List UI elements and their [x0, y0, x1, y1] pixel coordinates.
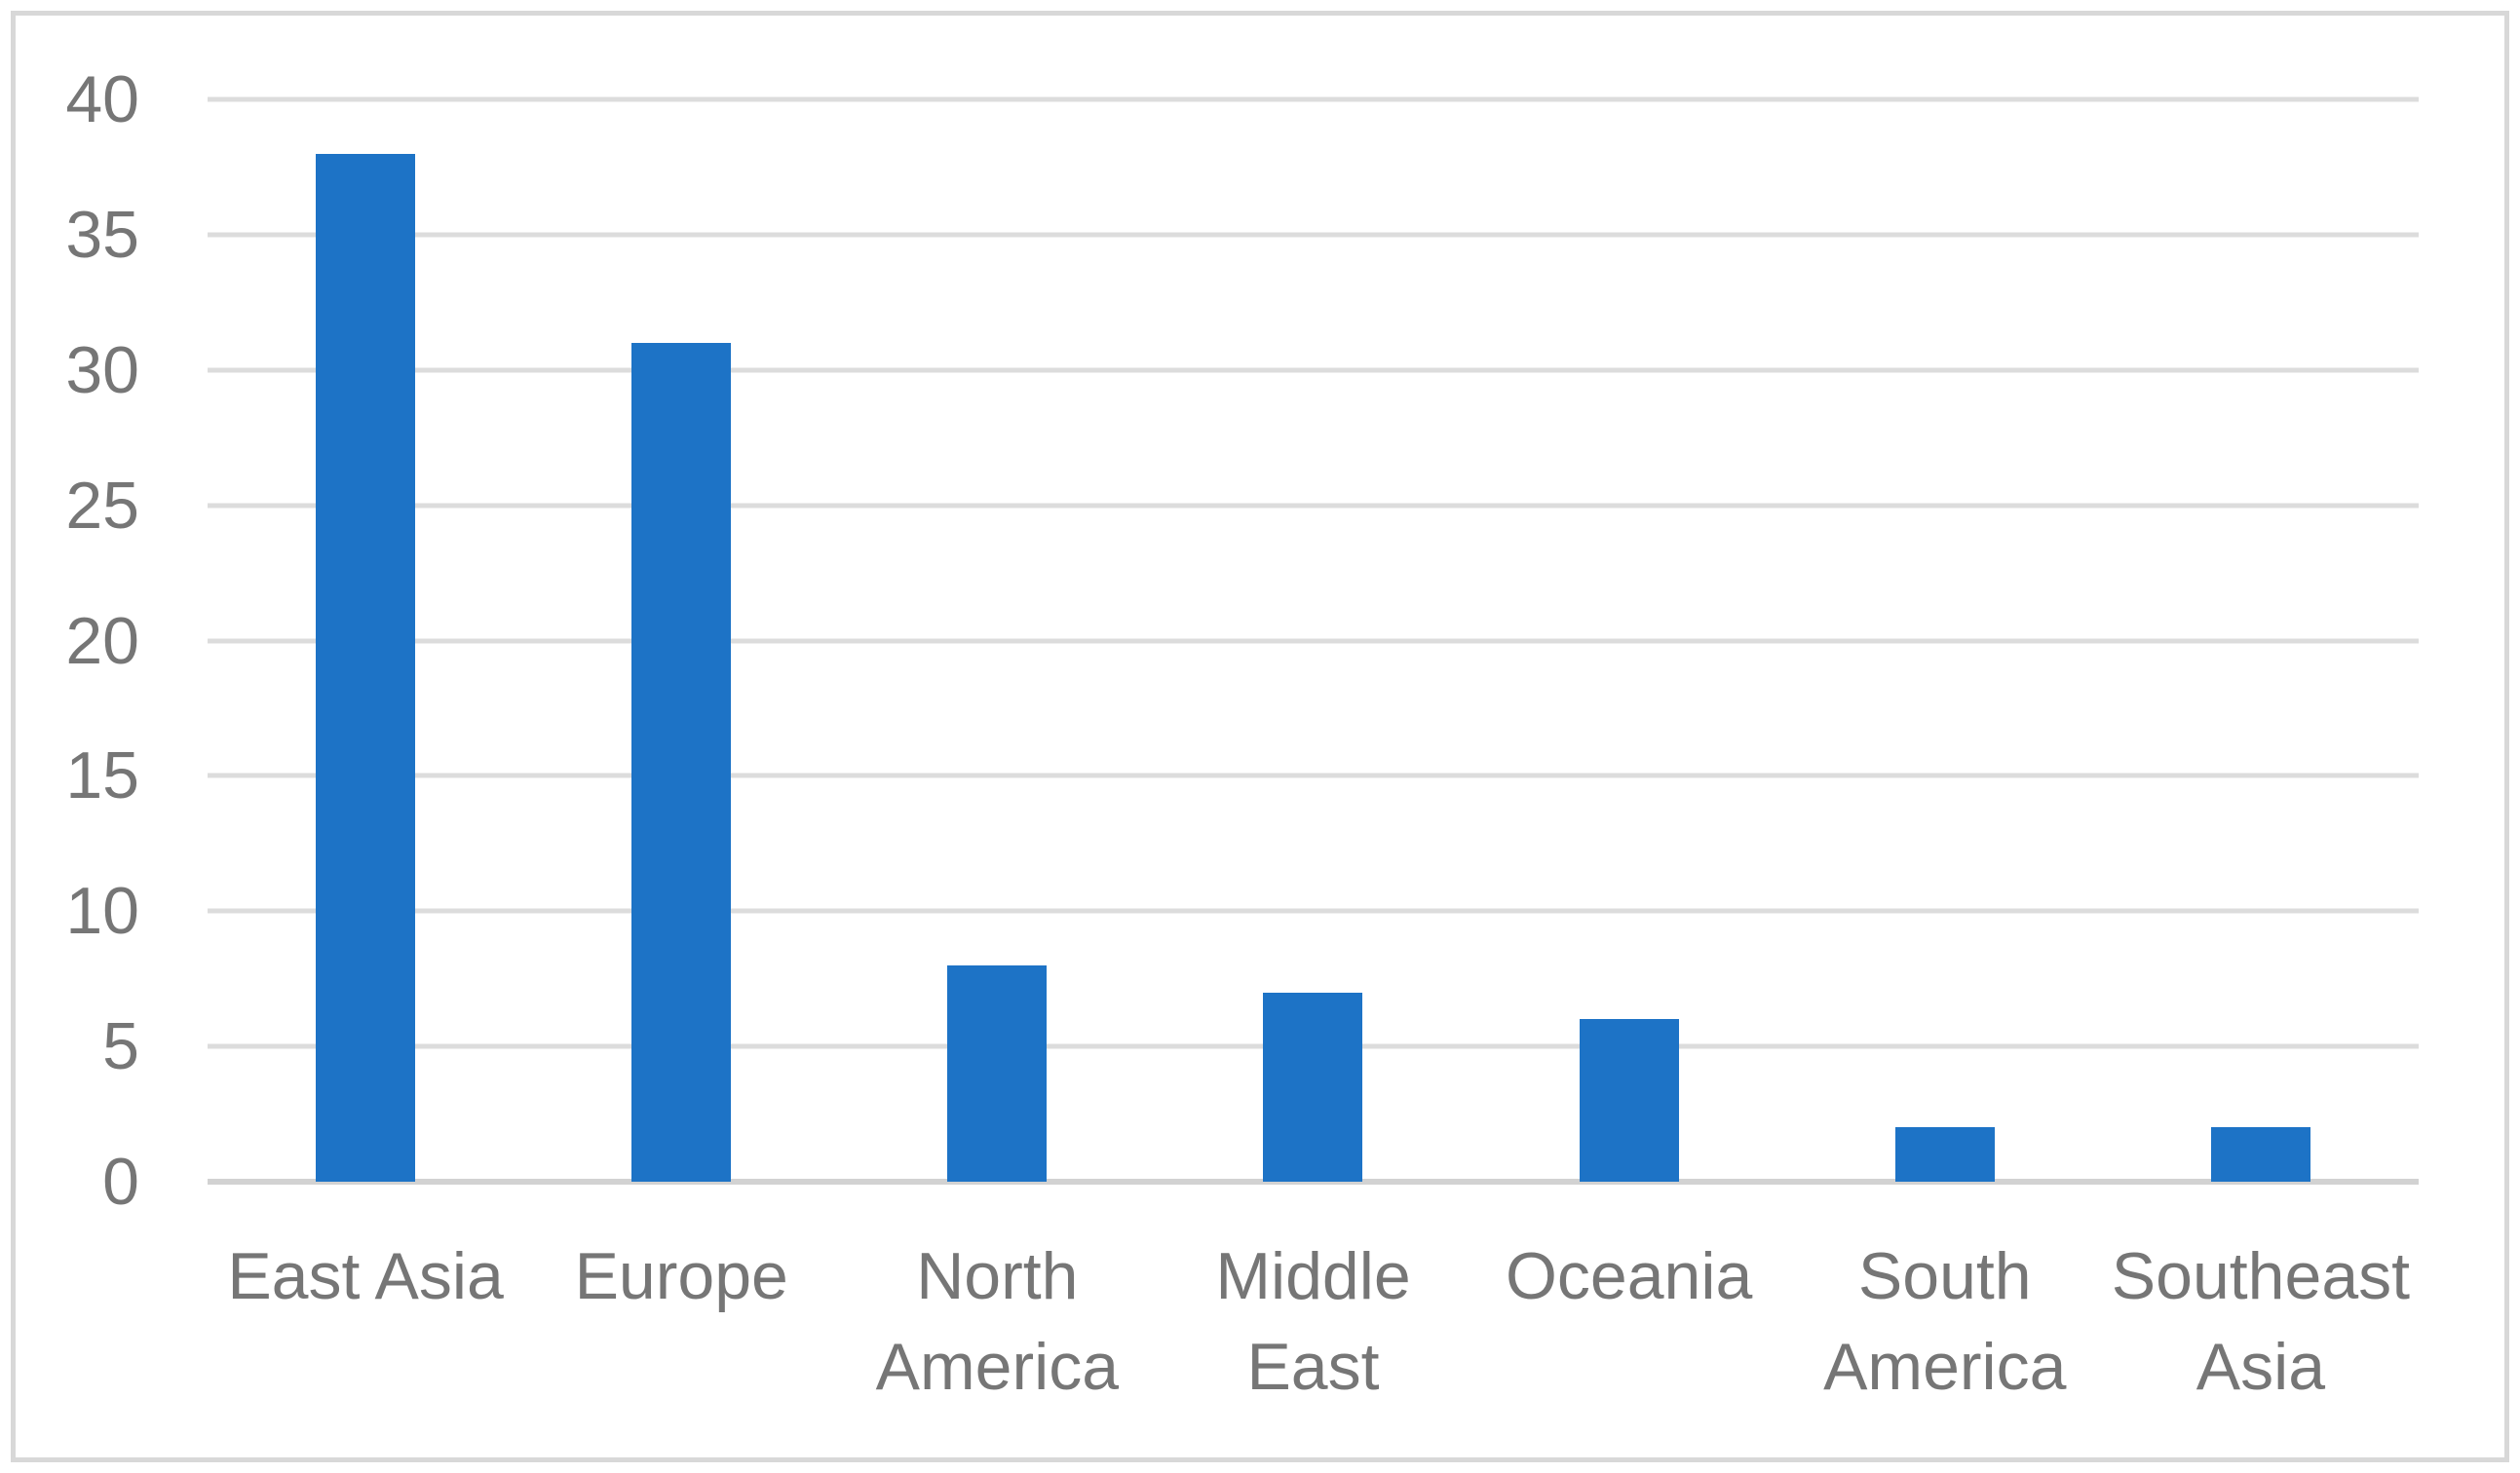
bar-north-america	[947, 964, 1048, 1182]
y-tick-label-30: 30	[65, 332, 139, 407]
bar-slot-east-asia	[208, 99, 523, 1182]
bar-slot-south-america	[1787, 99, 2103, 1182]
x-label-oceania: Oceania	[1505, 1239, 1753, 1313]
gridline-40	[208, 96, 2419, 102]
bar-southeast-asia	[2210, 1127, 2310, 1182]
bar-oceania	[1579, 1019, 1679, 1182]
bar-middle-east	[1263, 992, 1363, 1182]
gridline-25	[208, 503, 2419, 509]
x-label-middle-east: Middle East	[1215, 1239, 1411, 1404]
x-label-south-america: South America	[1823, 1239, 2067, 1404]
bar-east-asia	[316, 153, 416, 1182]
bars-row	[208, 99, 2419, 1182]
gridline-10	[208, 908, 2419, 914]
bar-slot-southeast-asia	[2103, 99, 2419, 1182]
bar-slot-europe	[523, 99, 839, 1182]
plot-area	[208, 96, 2419, 1185]
y-tick-label-0: 0	[102, 1145, 139, 1219]
x-label-southeast-asia: Southeast Asia	[2111, 1239, 2411, 1404]
bar-slot-north-america	[839, 99, 1155, 1182]
x-axis: East Asia Europe North America Middle East O…	[208, 1231, 2419, 1413]
gridline-15	[208, 773, 2419, 778]
bar-slot-oceania	[1471, 99, 1787, 1182]
x-label-europe: Europe	[574, 1239, 788, 1313]
y-tick-label-35: 35	[65, 197, 139, 272]
x-label-east-asia: East Asia	[227, 1239, 504, 1313]
y-tick-label-10: 10	[65, 874, 139, 949]
y-tick-label-25: 25	[65, 468, 139, 543]
bar-slot-middle-east	[1155, 99, 1470, 1182]
x-label-north-america: North America	[875, 1239, 1120, 1404]
bar-south-america	[1894, 1127, 1995, 1182]
x-axis-line	[208, 1179, 2419, 1185]
gridline-35	[208, 232, 2419, 238]
y-tick-label-40: 40	[65, 62, 139, 136]
y-axis: 0 5 10 15 20 25 30 35 40	[0, 66, 139, 1215]
bar-europe	[631, 342, 732, 1182]
y-tick-label-20: 20	[65, 603, 139, 678]
y-tick-label-5: 5	[102, 1009, 139, 1084]
gridline-30	[208, 367, 2419, 373]
chart-border-frame	[11, 11, 2509, 1462]
y-tick-label-15: 15	[65, 738, 139, 813]
gridline-20	[208, 638, 2419, 643]
